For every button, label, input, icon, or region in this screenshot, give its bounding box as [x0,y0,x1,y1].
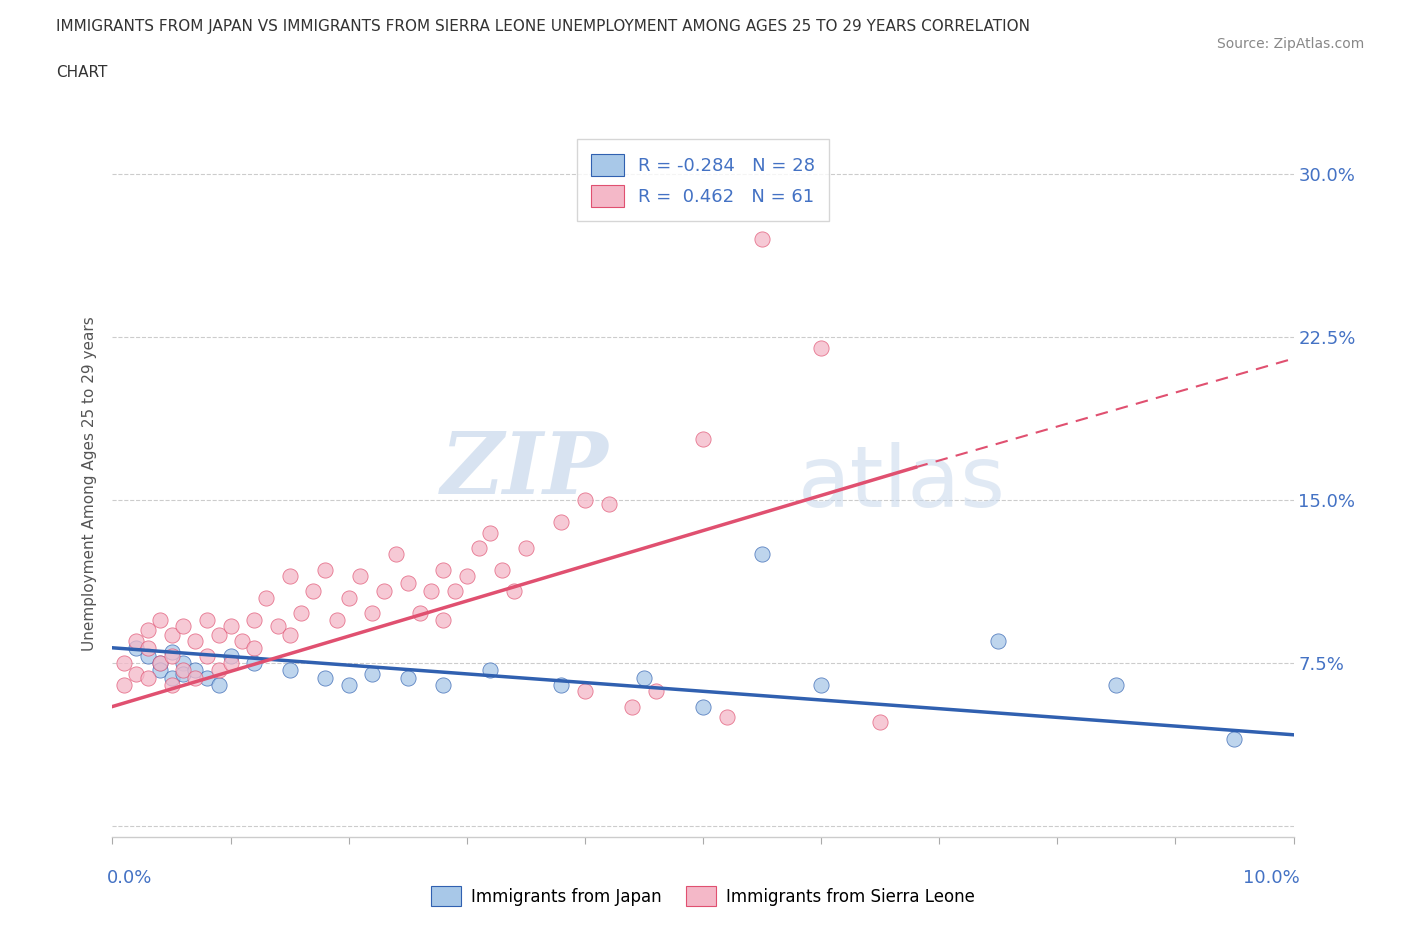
Point [479,525,502,540]
Point [172,618,194,633]
Point [149,612,172,627]
Point [574,493,596,508]
Point [314,671,336,685]
Point [1105,677,1128,692]
Point [136,649,159,664]
Point [692,432,714,446]
Point [444,584,467,599]
Text: Source: ZipAtlas.com: Source: ZipAtlas.com [1216,37,1364,51]
Point [208,662,231,677]
Point [243,612,266,627]
Point [751,547,773,562]
Point [302,584,325,599]
Text: atlas: atlas [797,442,1005,525]
Point [112,656,135,671]
Point [208,677,231,692]
Point [195,649,218,664]
Point [184,662,207,677]
Point [716,710,738,724]
Point [1223,732,1246,747]
Point [692,699,714,714]
Point [195,671,218,685]
Y-axis label: Unemployment Among Ages 25 to 29 years: Unemployment Among Ages 25 to 29 years [82,316,97,651]
Point [408,605,430,620]
Point [136,623,159,638]
Point [314,562,336,577]
Point [373,584,395,599]
Point [160,628,183,643]
Point [503,584,526,599]
Point [598,497,620,512]
Text: CHART: CHART [56,65,108,80]
Point [633,671,655,685]
Point [219,656,242,671]
Text: IMMIGRANTS FROM JAPAN VS IMMIGRANTS FROM SIERRA LEONE UNEMPLOYMENT AMONG AGES 25: IMMIGRANTS FROM JAPAN VS IMMIGRANTS FROM… [56,19,1031,33]
Point [456,568,478,583]
Point [208,628,231,643]
Point [231,634,253,649]
Point [349,568,371,583]
Point [149,656,172,671]
Point [432,612,454,627]
Point [810,340,832,355]
Point [290,605,312,620]
Point [125,641,148,656]
Point [574,684,596,698]
Point [219,618,242,633]
Point [160,649,183,664]
Point [432,562,454,577]
Point [361,667,384,682]
Point [385,547,408,562]
Point [278,662,301,677]
Point [160,671,183,685]
Point [125,634,148,649]
Point [467,540,489,555]
Point [125,667,148,682]
Point [361,605,384,620]
Point [621,699,644,714]
Point [550,514,572,529]
Point [172,662,194,677]
Point [751,232,773,246]
Point [515,540,537,555]
Point [195,612,218,627]
Point [326,612,349,627]
Point [254,591,277,605]
Point [136,641,159,656]
Point [112,677,135,692]
Point [267,618,290,633]
Point [432,677,454,692]
Point [987,634,1010,649]
Point [172,667,194,682]
Point [337,677,360,692]
Point [149,656,172,671]
Point [396,671,419,685]
Point [160,644,183,659]
Point [420,584,443,599]
Legend: Immigrants from Japan, Immigrants from Sierra Leone: Immigrants from Japan, Immigrants from S… [425,880,981,912]
Point [243,641,266,656]
Point [810,677,832,692]
Point [278,568,301,583]
Point [644,684,666,698]
Point [869,714,891,729]
Point [550,677,572,692]
Point [278,628,301,643]
Text: 10.0%: 10.0% [1243,869,1299,887]
Point [136,671,159,685]
Point [396,575,419,590]
Point [184,671,207,685]
Point [219,649,242,664]
Point [337,591,360,605]
Point [149,662,172,677]
Legend: R = -0.284   N = 28, R =  0.462   N = 61: R = -0.284 N = 28, R = 0.462 N = 61 [576,140,830,221]
Point [243,656,266,671]
Point [184,634,207,649]
Point [160,677,183,692]
Text: ZIP: ZIP [440,428,609,512]
Text: 0.0%: 0.0% [107,869,152,887]
Point [479,662,502,677]
Point [491,562,513,577]
Point [172,656,194,671]
